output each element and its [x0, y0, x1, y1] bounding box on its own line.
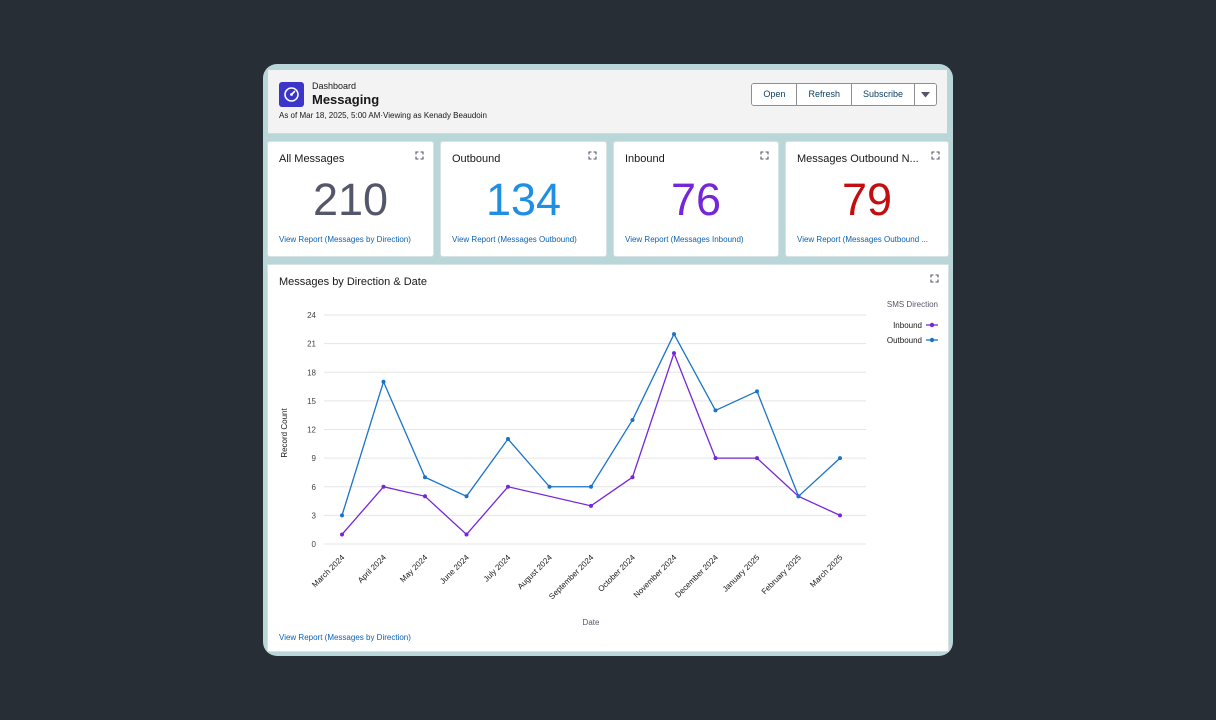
expand-icon[interactable] — [415, 151, 424, 160]
legend-title: SMS Direction — [887, 300, 938, 309]
view-report-link[interactable]: View Report (Messages Inbound) — [625, 235, 744, 244]
expand-icon[interactable] — [930, 274, 939, 283]
metric-value: 76 — [670, 174, 722, 225]
data-point-outbound — [547, 484, 552, 489]
x-tick-label: May 2024 — [398, 553, 430, 585]
dashboard-header: Dashboard Messaging As of Mar 18, 2025, … — [268, 70, 947, 134]
y-axis-label: Record Count — [280, 408, 289, 458]
data-point-inbound — [340, 532, 344, 537]
y-tick-label: 15 — [307, 397, 316, 406]
refresh-button[interactable]: Refresh — [797, 84, 852, 105]
data-point-outbound — [630, 417, 635, 422]
data-point-outbound — [838, 456, 842, 461]
legend-entry-outbound: Outbound — [887, 336, 922, 345]
x-tick-label: December 2024 — [673, 553, 720, 600]
data-point-outbound — [713, 408, 718, 413]
x-tick-label: August 2024 — [516, 553, 555, 592]
metric-card-outbound: Outbound 134 View Report (Messages Outbo… — [441, 142, 606, 256]
data-point-inbound — [464, 532, 469, 537]
x-tick-label: January 2025 — [721, 553, 762, 594]
chart-title: Messages by Direction & Date — [279, 276, 427, 288]
data-point-outbound — [672, 332, 676, 337]
chart-card-messages-by-direction: Messages by Direction & Date 0 3 6 9 12 15 18 2… — [268, 265, 948, 651]
y-tick-label: 24 — [307, 311, 316, 320]
series-line-inbound — [341, 351, 841, 536]
x-axis-label: Date — [583, 618, 600, 627]
data-point-outbound — [589, 484, 593, 489]
data-point-outbound — [755, 389, 759, 394]
data-point-inbound — [506, 484, 510, 489]
page-title: Messaging — [312, 92, 380, 107]
x-tick-label: March 2025 — [808, 553, 845, 590]
data-point-outbound — [796, 494, 801, 499]
metric-title: Outbound — [452, 153, 501, 165]
more-actions-button[interactable] — [915, 84, 936, 105]
header-button-group: Open Refresh Subscribe — [751, 83, 937, 106]
y-tick-label: 21 — [307, 340, 316, 349]
view-report-link[interactable]: View Report (Messages Outbound ... — [797, 235, 929, 244]
x-tick-label: March 2024 — [310, 553, 347, 590]
gauge-icon — [279, 82, 304, 107]
view-report-link[interactable]: View Report (Messages by Direction) — [279, 235, 411, 244]
metric-title: Inbound — [625, 153, 665, 165]
subscribe-button[interactable]: Subscribe — [851, 84, 915, 105]
x-tick-label: November 2024 — [632, 553, 679, 600]
header-subtitle: As of Mar 18, 2025, 5:00 AM·Viewing as K… — [279, 111, 487, 120]
header-kicker: Dashboard — [312, 81, 357, 91]
expand-icon[interactable] — [760, 151, 769, 160]
data-point-inbound — [713, 456, 718, 461]
data-point-inbound — [589, 503, 593, 508]
data-point-inbound — [672, 351, 676, 356]
dashboard-frame: Dashboard Messaging As of Mar 18, 2025, … — [263, 64, 953, 656]
metric-title: Messages Outbound N... — [797, 153, 919, 165]
metric-card-all-messages: All Messages 210 View Report (Messages b… — [268, 142, 433, 256]
x-tick-label: October 2024 — [596, 553, 637, 594]
data-point-inbound — [630, 475, 635, 480]
data-point-outbound — [464, 494, 469, 499]
data-point-inbound — [755, 456, 759, 461]
data-point-inbound — [381, 484, 386, 489]
y-tick-label: 18 — [307, 368, 316, 377]
metric-value: 79 — [841, 174, 893, 225]
chevron-down-icon — [921, 91, 930, 98]
legend-marker — [929, 337, 935, 343]
view-report-link[interactable]: View Report (Messages by Direction) — [279, 633, 411, 642]
open-button[interactable]: Open — [752, 84, 798, 105]
y-tick-label: 6 — [312, 483, 317, 492]
metric-value: 210 — [312, 174, 389, 225]
legend-marker — [929, 322, 935, 328]
metric-card-inbound: Inbound 76 View Report (Messages Inbound… — [614, 142, 778, 256]
y-tick-label: 3 — [312, 511, 317, 520]
expand-icon[interactable] — [588, 151, 597, 160]
metric-card-outbound-no-reply: Messages Outbound N... 79 View Report (M… — [786, 142, 948, 256]
legend-entry-inbound: Inbound — [893, 321, 922, 330]
y-tick-label: 0 — [312, 540, 317, 549]
x-tick-label: July 2024 — [482, 553, 513, 584]
data-point-outbound — [423, 475, 427, 480]
x-tick-label: June 2024 — [438, 553, 471, 586]
data-point-outbound — [381, 379, 386, 384]
x-tick-label: September 2024 — [547, 553, 596, 602]
metric-value: 134 — [485, 174, 562, 225]
view-report-link[interactable]: View Report (Messages Outbound) — [452, 235, 577, 244]
y-tick-label: 9 — [312, 454, 317, 463]
x-tick-label: February 2025 — [760, 553, 804, 597]
expand-icon[interactable] — [931, 151, 940, 160]
data-point-inbound — [423, 494, 427, 499]
data-point-outbound — [506, 437, 510, 442]
y-tick-label: 12 — [307, 426, 316, 435]
line-chart: 0 3 6 9 12 15 18 21 24 March 2024 April 2024 May 20… — [280, 300, 938, 627]
data-point-inbound — [838, 513, 842, 518]
x-tick-label: April 2024 — [356, 553, 388, 585]
metric-title: All Messages — [279, 153, 345, 165]
data-point-outbound — [340, 513, 344, 518]
